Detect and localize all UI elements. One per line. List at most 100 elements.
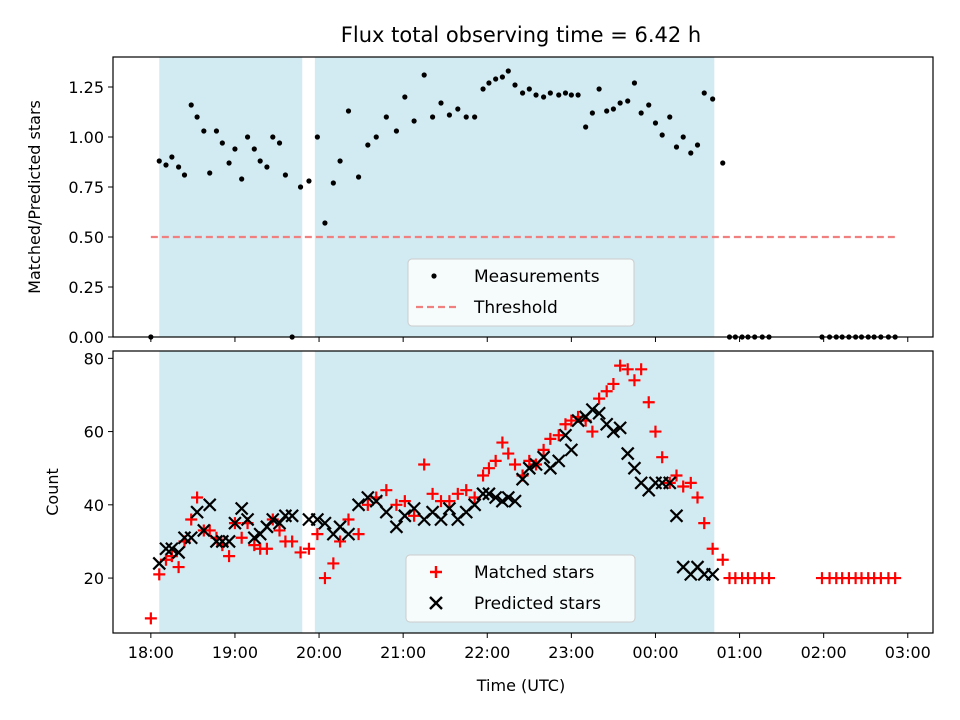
measurement-point: [181, 172, 188, 178]
bottom-legend-box: [405, 554, 636, 623]
predicted-star-marker: [266, 512, 280, 527]
measurement-point: [345, 108, 352, 114]
matched-star-marker: [311, 528, 324, 541]
matched-star-marker: [153, 568, 166, 581]
measurement-point: [547, 90, 553, 96]
matched-star-marker: [614, 359, 627, 372]
bottom-plot-frame: [112, 350, 934, 634]
matched-star-marker: [552, 429, 565, 442]
measurement-point: [659, 132, 665, 138]
predicted-star-marker: [620, 446, 635, 461]
matched-star-marker: [698, 517, 711, 530]
matched-star-marker: [565, 414, 578, 427]
bottom-y-tick-label: 20: [84, 569, 104, 588]
matched-star-marker: [172, 561, 185, 574]
predicted-star-marker: [361, 490, 375, 505]
measurement-point: [446, 112, 453, 118]
measurement-point: [604, 108, 610, 114]
matched-star-marker: [352, 528, 365, 541]
top-y-label: Matched/Predicted stars: [25, 100, 44, 294]
matched-star-marker: [144, 612, 157, 625]
top-y-tick-label: 0.25: [68, 278, 104, 297]
measurement-point: [421, 72, 427, 78]
measurement-point: [617, 100, 623, 106]
measurement-point: [673, 144, 680, 150]
predicted-star-marker: [351, 498, 366, 512]
measurement-point: [207, 170, 213, 176]
matched-star-marker: [418, 458, 431, 471]
measurement-point: [568, 92, 574, 98]
predicted-star-marker: [171, 545, 186, 560]
measurement-point: [276, 140, 283, 146]
matched-star-marker: [649, 425, 662, 438]
measurement-point: [589, 110, 595, 116]
predicted-star-marker: [627, 461, 642, 475]
chart-title: Flux total observing time = 6.42 h: [341, 23, 701, 47]
matched-star-marker: [691, 491, 704, 504]
matched-star-marker: [621, 363, 634, 376]
matched-star-marker: [191, 491, 204, 504]
measurement-point: [519, 90, 526, 96]
top-legend: Measurements Threshold: [407, 258, 635, 327]
predicted-star-marker: [222, 534, 236, 549]
measurement-point: [701, 90, 707, 96]
matched-star-marker: [496, 436, 509, 449]
measurement-point: [710, 96, 716, 102]
predicted-star-marker: [318, 516, 332, 530]
bottom-panel: 20 40 60 80 18:00 19:00 20:00 21:00 22:00 23:00 0…: [43, 349, 934, 695]
measurement-point: [493, 76, 499, 82]
top-y-tick-label: 0.00: [68, 328, 104, 347]
measurement-point: [219, 140, 225, 146]
measurement-point: [383, 114, 389, 120]
matched-star-marker: [451, 487, 464, 500]
matched-star-marker: [334, 535, 347, 548]
predicted-star-marker: [398, 509, 412, 523]
x-tick-label: 01:00: [717, 643, 763, 662]
matched-star-marker: [716, 553, 729, 566]
measurement-point: [355, 174, 362, 180]
measurement-point: [455, 106, 461, 112]
predicted-star-marker: [341, 527, 356, 541]
measurement-point: [306, 178, 312, 184]
matched-star-marker: [586, 425, 599, 438]
measurement-point: [631, 80, 638, 86]
measurement-point: [505, 68, 511, 74]
measurement-point: [512, 82, 518, 88]
predicted-star-marker: [228, 516, 242, 530]
measurement-point: [533, 92, 539, 98]
matched-star-marker: [460, 484, 473, 497]
measurement-point: [373, 134, 379, 140]
predicted-star-marker: [558, 428, 573, 443]
predicted-star-marker: [662, 476, 677, 490]
predicted-star-marker: [442, 501, 457, 516]
predicted-star-marker: [165, 541, 179, 556]
matched-star-marker: [509, 458, 522, 471]
x-tick-label: 21:00: [380, 643, 426, 662]
measurement-point: [322, 220, 328, 226]
matched-star-marker: [889, 572, 902, 585]
bottom-x-ticks: 18:00 19:00 20:00 21:00 22:00 23:00 00:00 01:00…: [128, 633, 931, 662]
measurement-point: [499, 74, 505, 80]
x-tick-label: 22:00: [464, 643, 510, 662]
measurement-point: [667, 114, 673, 120]
predicted-star-marker: [407, 501, 421, 516]
measurement-point: [156, 158, 162, 164]
measurement-point: [232, 146, 238, 152]
matched-star-marker: [302, 542, 315, 555]
matched-star-marker: [677, 480, 690, 493]
matched-star-marker: [235, 531, 248, 544]
predicted-star-marker: [467, 498, 482, 512]
measurement-point: [680, 134, 686, 140]
x-tick-label: 19:00: [212, 643, 258, 662]
matched-star-marker: [390, 498, 403, 511]
measurement-point: [625, 98, 631, 104]
top-y-tick-label: 0.50: [68, 228, 104, 247]
predicted-star-marker: [564, 443, 579, 457]
predicted-star-marker: [159, 541, 173, 556]
matched-star-marker: [223, 550, 236, 563]
matched-star-marker: [593, 392, 606, 405]
matched-star-marker: [203, 524, 216, 537]
predicted-star-marker: [482, 487, 496, 501]
measurement-point: [472, 114, 478, 120]
matched-star-marker: [327, 557, 340, 570]
